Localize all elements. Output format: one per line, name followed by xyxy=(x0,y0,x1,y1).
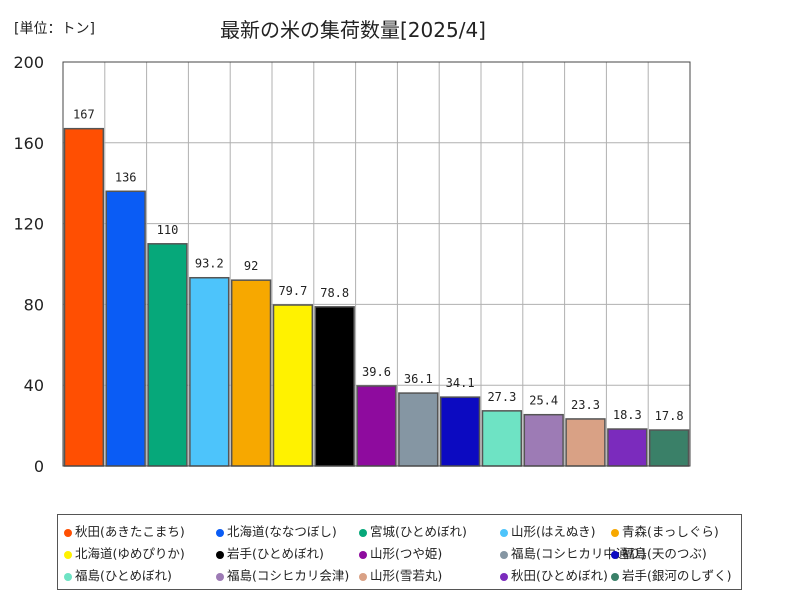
legend-label: 福島(ひとめぼれ) xyxy=(75,568,172,583)
legend-label: 岩手(銀河のしずく) xyxy=(622,568,732,583)
y-tick-label: 80 xyxy=(24,295,44,314)
bar-value-label: 110 xyxy=(157,223,179,237)
legend-label: 秋田(あきたこまち) xyxy=(75,524,185,539)
bar-value-label: 136 xyxy=(115,170,137,184)
bar-5 xyxy=(230,279,272,467)
bar-1 xyxy=(63,127,105,467)
legend-swatch xyxy=(64,528,72,537)
bar-value-label: 18.3 xyxy=(613,408,642,422)
legend-swatch xyxy=(64,572,72,581)
legend-swatch xyxy=(359,550,367,559)
legend-item: 青森(まっしぐら) xyxy=(611,521,719,540)
legend-swatch xyxy=(500,528,508,537)
bar-value-label: 93.2 xyxy=(195,257,224,271)
y-tick-label: 40 xyxy=(24,376,44,395)
legend-label: 岩手(ひとめぼれ) xyxy=(227,546,324,561)
legend-item: 福島(天のつぶ) xyxy=(611,543,707,562)
plot-border xyxy=(62,61,691,467)
bar-12 xyxy=(523,413,564,467)
bar-value-label: 17.8 xyxy=(655,409,684,423)
legend-swatch xyxy=(359,572,367,581)
legend-label: 山形(雪若丸) xyxy=(370,568,443,583)
legend-label: 福島(コシヒカリ会津) xyxy=(227,568,350,583)
legend-label: 山形(はえぬき) xyxy=(511,524,596,539)
legend-swatch xyxy=(611,528,619,537)
y-tick-label: 0 xyxy=(34,457,44,476)
legend-label: 北海道(ななつぼし) xyxy=(227,524,337,539)
bar-8 xyxy=(356,385,397,467)
bar-15 xyxy=(648,429,690,467)
bar-value-label: 34.1 xyxy=(446,376,475,390)
bar-11 xyxy=(481,410,523,467)
bar-chart: 0 40 80 120 160 200 167 136 110 93.2 92 79.7 78.8 39.… xyxy=(13,53,691,476)
legend-swatch xyxy=(500,572,508,581)
bar-value-label: 27.3 xyxy=(487,390,516,404)
legend-label: 秋田(ひとめぼれ) xyxy=(511,568,608,583)
bar-value-label: 23.3 xyxy=(571,398,600,412)
legend-item: 宮城(ひとめぼれ) xyxy=(359,521,467,540)
chart-legend: 秋田(あきたこまち) 北海道(ななつぼし) 宮城(ひとめぼれ) 山形(はえぬき) 青森(… xyxy=(57,514,742,590)
bar-14 xyxy=(607,428,648,467)
legend-label: 山形(つや姫) xyxy=(370,546,443,561)
y-tick-label: 160 xyxy=(13,134,44,153)
legend-swatch xyxy=(64,550,72,559)
legend-label: 青森(まっしぐら) xyxy=(622,524,719,539)
bar-13 xyxy=(565,418,606,467)
legend-swatch xyxy=(611,550,619,559)
legend-swatch xyxy=(500,550,508,559)
legend-swatch xyxy=(216,550,224,559)
bar-value-label: 79.7 xyxy=(278,284,307,298)
bar-value-label: 36.1 xyxy=(404,372,433,386)
legend-item: 秋田(ひとめぼれ) xyxy=(500,565,608,584)
y-tick-label: 200 xyxy=(13,53,44,72)
bar-2 xyxy=(105,190,146,467)
legend-label: 北海道(ゆめぴりか) xyxy=(75,546,185,561)
legend-item: 福島(コシヒカリ会津) xyxy=(216,565,349,584)
legend-swatch xyxy=(216,572,224,581)
legend-swatch xyxy=(216,528,224,537)
legend-item: 山形(つや姫) xyxy=(359,543,442,562)
bar-value-label: 39.6 xyxy=(362,365,391,379)
legend-item: 秋田(あきたこまち) xyxy=(64,521,185,540)
legend-item: 岩手(銀河のしずく) xyxy=(611,565,732,584)
y-tick-label: 120 xyxy=(13,215,44,234)
chart-title: 最新の米の集荷数量[2025/4] xyxy=(220,18,486,42)
legend-item: 福島(ひとめぼれ) xyxy=(64,565,172,584)
bar-value-label: 167 xyxy=(73,108,95,122)
bar-value-label: 25.4 xyxy=(529,394,558,408)
legend-swatch xyxy=(359,528,367,537)
legend-label: 福島(天のつぶ) xyxy=(622,546,707,561)
bar-7 xyxy=(314,306,355,467)
bar-3 xyxy=(147,243,188,467)
bar-10 xyxy=(439,396,481,467)
legend-item: 岩手(ひとめぼれ) xyxy=(216,543,324,562)
legend-item: 北海道(ゆめぴりか) xyxy=(64,543,185,562)
bar-6 xyxy=(272,304,314,467)
bar-4 xyxy=(189,276,230,467)
legend-item: 北海道(ななつぼし) xyxy=(216,521,337,540)
bar-value-label: 92 xyxy=(244,259,258,273)
legend-item: 山形(雪若丸) xyxy=(359,565,442,584)
legend-item: 山形(はえぬき) xyxy=(500,521,596,540)
legend-swatch xyxy=(611,572,619,581)
bar-9 xyxy=(398,392,439,467)
legend-label: 宮城(ひとめぼれ) xyxy=(370,524,467,539)
unit-label: [単位：トン] xyxy=(14,21,95,37)
bar-value-label: 78.8 xyxy=(320,286,349,300)
